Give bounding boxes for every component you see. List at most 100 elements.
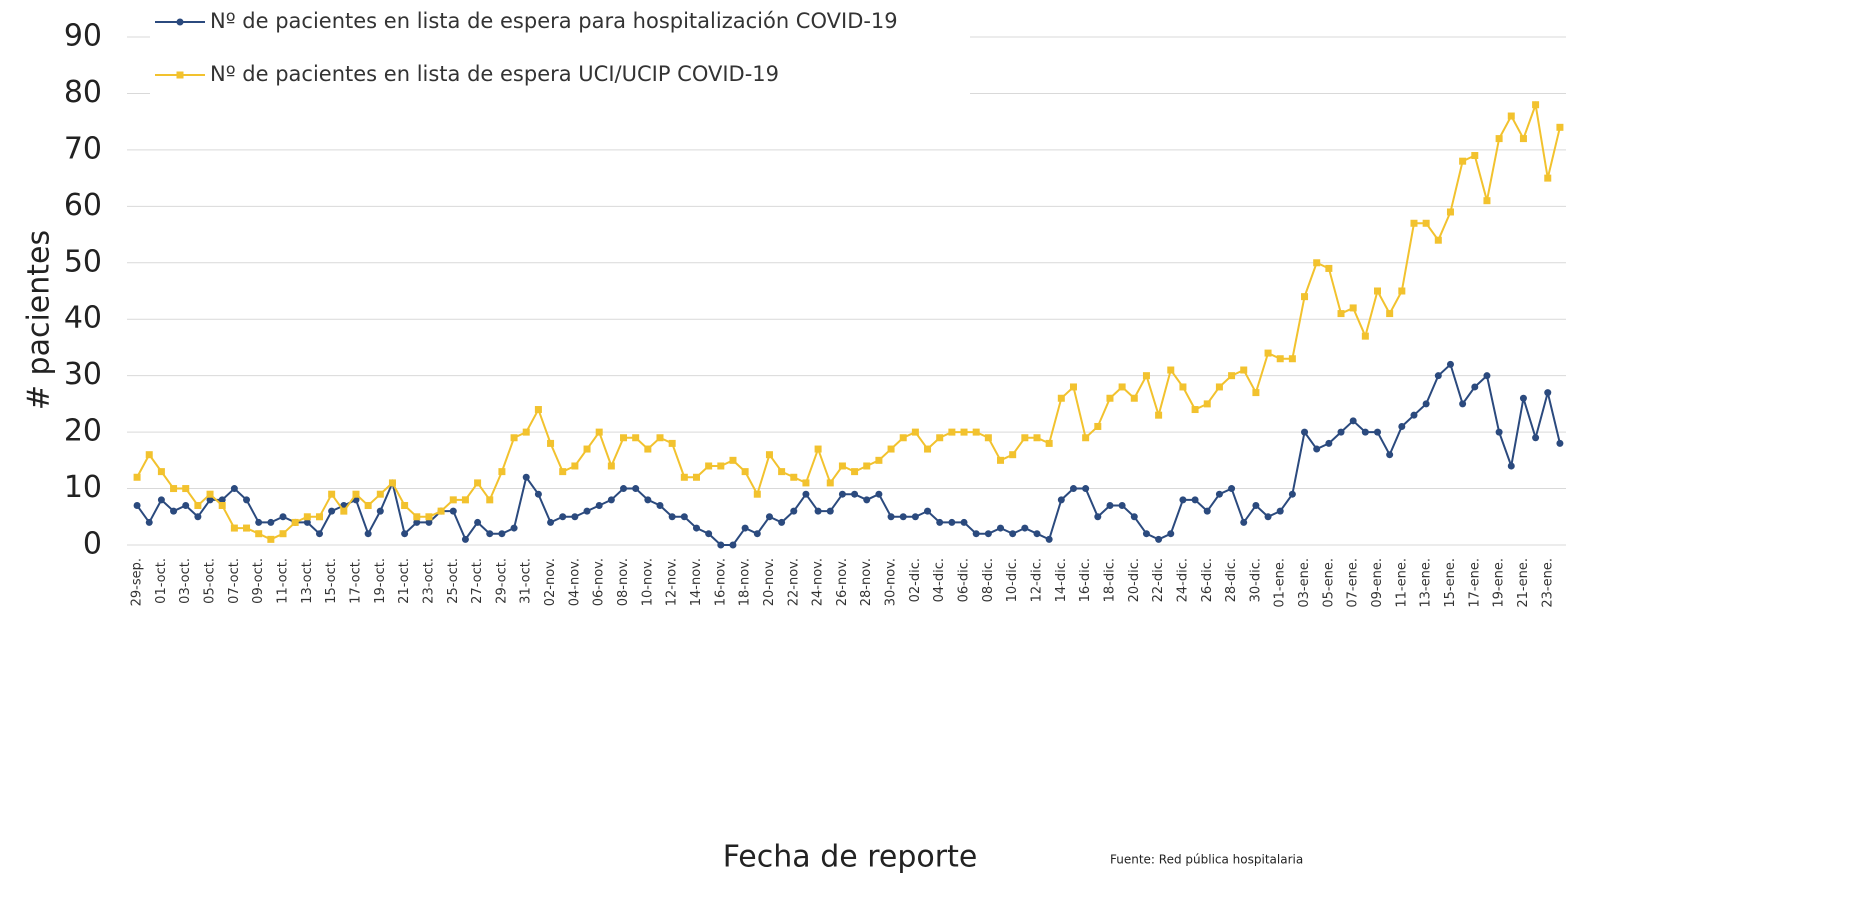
marker: [1215, 383, 1223, 391]
y-tick-label: 30: [64, 357, 102, 392]
x-tick-label: 12-dic.: [1029, 558, 1044, 602]
marker: [1118, 501, 1126, 509]
marker: [376, 490, 384, 498]
x-tick-label: 05-oct.: [203, 558, 218, 604]
marker: [303, 518, 311, 526]
marker: [1398, 422, 1406, 430]
x-tick-label: 21-oct.: [397, 558, 412, 604]
marker: [522, 428, 530, 436]
marker: [1179, 383, 1187, 391]
marker: [1337, 428, 1345, 436]
marker: [328, 507, 336, 515]
y-tick-label: 80: [64, 75, 102, 110]
marker: [620, 434, 628, 442]
marker: [875, 456, 883, 464]
marker: [1459, 157, 1467, 165]
marker: [1252, 501, 1260, 509]
y-axis-label: # pacientes: [22, 230, 57, 410]
marker: [547, 518, 555, 526]
marker: [911, 428, 919, 436]
x-tick-label: 15-ene.: [1443, 558, 1458, 608]
x-tick-label: 02-dic.: [908, 558, 923, 602]
marker: [145, 451, 153, 459]
x-tick-label: 30-nov.: [884, 558, 899, 606]
marker: [620, 485, 628, 493]
marker: [510, 524, 518, 532]
x-tick-label: 14-dic.: [1054, 558, 1069, 602]
marker: [1532, 434, 1540, 442]
marker: [680, 473, 688, 481]
marker: [1471, 383, 1479, 391]
marker: [1009, 530, 1017, 538]
marker: [863, 462, 871, 470]
x-tick-label: 02-nov.: [543, 558, 558, 606]
marker: [401, 501, 409, 509]
x-tick-label: 10-nov.: [640, 558, 655, 606]
marker: [218, 496, 226, 504]
x-tick-label: 22-dic.: [1151, 558, 1166, 602]
marker: [668, 513, 676, 521]
marker: [1276, 507, 1284, 515]
marker: [1495, 428, 1503, 436]
marker: [1057, 496, 1065, 504]
marker: [936, 434, 944, 442]
x-tick-label: 07-ene.: [1346, 558, 1361, 608]
marker: [182, 485, 190, 493]
marker: [1082, 434, 1090, 442]
marker: [1361, 428, 1369, 436]
x-tick-label: 21-ene.: [1516, 558, 1531, 608]
x-tick-label: 01-ene.: [1273, 558, 1288, 608]
series: [133, 360, 1564, 549]
marker: [1519, 394, 1527, 402]
marker: [1203, 400, 1211, 408]
marker: [218, 501, 226, 509]
marker: [559, 468, 567, 476]
x-tick-label: 03-oct.: [178, 558, 193, 604]
x-tick-label: 01-oct.: [154, 558, 169, 604]
marker: [1276, 355, 1284, 363]
marker: [243, 496, 251, 504]
marker: [571, 513, 579, 521]
marker: [790, 507, 798, 515]
marker: [1410, 219, 1418, 227]
marker: [328, 490, 336, 498]
marker: [607, 496, 615, 504]
marker: [176, 18, 184, 26]
marker: [1471, 152, 1479, 160]
marker: [559, 513, 567, 521]
marker: [778, 468, 786, 476]
marker: [170, 507, 178, 515]
marker: [194, 513, 202, 521]
x-tick-label: 19-ene.: [1492, 558, 1507, 608]
x-tick-label: 24-nov.: [811, 558, 826, 606]
series-line: [136, 100, 1561, 541]
marker: [1240, 366, 1248, 374]
x-tick-label: 27-oct.: [470, 558, 485, 604]
x-tick-label: 26-nov.: [835, 558, 850, 606]
marker: [1374, 287, 1382, 295]
y-tick-label: 60: [64, 188, 102, 223]
marker: [1544, 174, 1552, 182]
marker: [1033, 434, 1041, 442]
x-tick-label: 24-dic.: [1175, 558, 1190, 602]
marker: [1203, 507, 1211, 515]
x-tick-label: 06-nov.: [592, 558, 607, 606]
legend-label: Nº de pacientes en lista de espera UCI/U…: [210, 62, 779, 86]
x-tick-label: 08-dic.: [981, 558, 996, 602]
marker: [1130, 394, 1138, 402]
marker: [194, 501, 202, 509]
marker: [1045, 535, 1053, 543]
marker: [984, 530, 992, 538]
marker: [486, 496, 494, 504]
marker: [461, 535, 469, 543]
marker: [924, 445, 932, 453]
marker: [1556, 123, 1564, 131]
marker: [899, 434, 907, 442]
x-tick-label: 16-nov.: [713, 558, 728, 606]
marker: [1434, 372, 1442, 380]
y-tick-label: 70: [64, 131, 102, 166]
marker: [230, 485, 238, 493]
marker: [1069, 383, 1077, 391]
x-tick-label: 20-dic.: [1127, 558, 1142, 602]
